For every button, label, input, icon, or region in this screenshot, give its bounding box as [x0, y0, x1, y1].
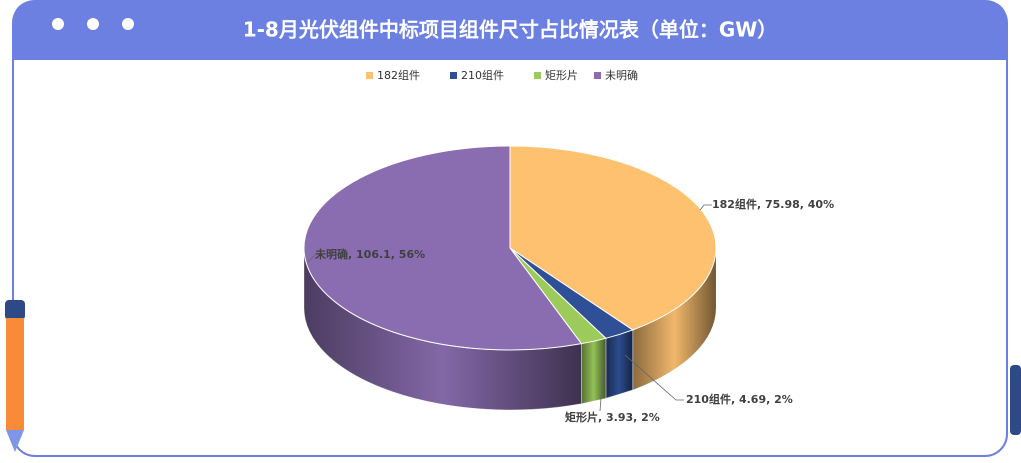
pie — [303, 145, 717, 411]
side-tab — [1010, 365, 1021, 435]
leader-line — [624, 354, 684, 401]
data-label: 矩形片, 3.93, 2% — [565, 410, 660, 424]
pencil — [5, 300, 25, 452]
data-label: 182组件, 75.98, 40% — [712, 197, 834, 211]
leader-line — [699, 204, 712, 211]
legend-swatch — [534, 72, 541, 79]
legend-label: 210组件 — [461, 68, 504, 82]
legend-label: 未明确 — [605, 69, 638, 82]
leader-line — [307, 254, 316, 263]
data-label: 未明确, 106.1, 56% — [314, 247, 425, 261]
leader-line — [599, 359, 605, 412]
dot — [122, 18, 134, 30]
chart-title: 1-8月光伏组件中标项目组件尺寸占比情况表（单位：GW） — [243, 18, 778, 42]
data-labels: 182组件, 75.98, 40% 210组件, 4.69, 2% 矩形片, 3.9… — [307, 197, 834, 424]
legend: 182组件 210组件 矩形片 未明确 — [366, 68, 638, 82]
slice-side-shade — [581, 338, 606, 404]
legend-swatch — [594, 72, 601, 79]
dot — [52, 18, 64, 30]
legend-swatch — [450, 72, 457, 79]
slice-side-shade — [632, 248, 716, 390]
dot — [87, 18, 99, 30]
slice-side-shade — [605, 329, 633, 399]
slice-side-shade — [304, 248, 582, 410]
header-band — [13, 1, 1007, 60]
data-label: 210组件, 4.69, 2% — [686, 392, 793, 406]
legend-label: 182组件 — [377, 68, 420, 82]
slice — [509, 145, 717, 331]
legend-swatch — [366, 72, 373, 79]
slice — [303, 145, 583, 351]
legend-label: 矩形片 — [545, 69, 578, 82]
